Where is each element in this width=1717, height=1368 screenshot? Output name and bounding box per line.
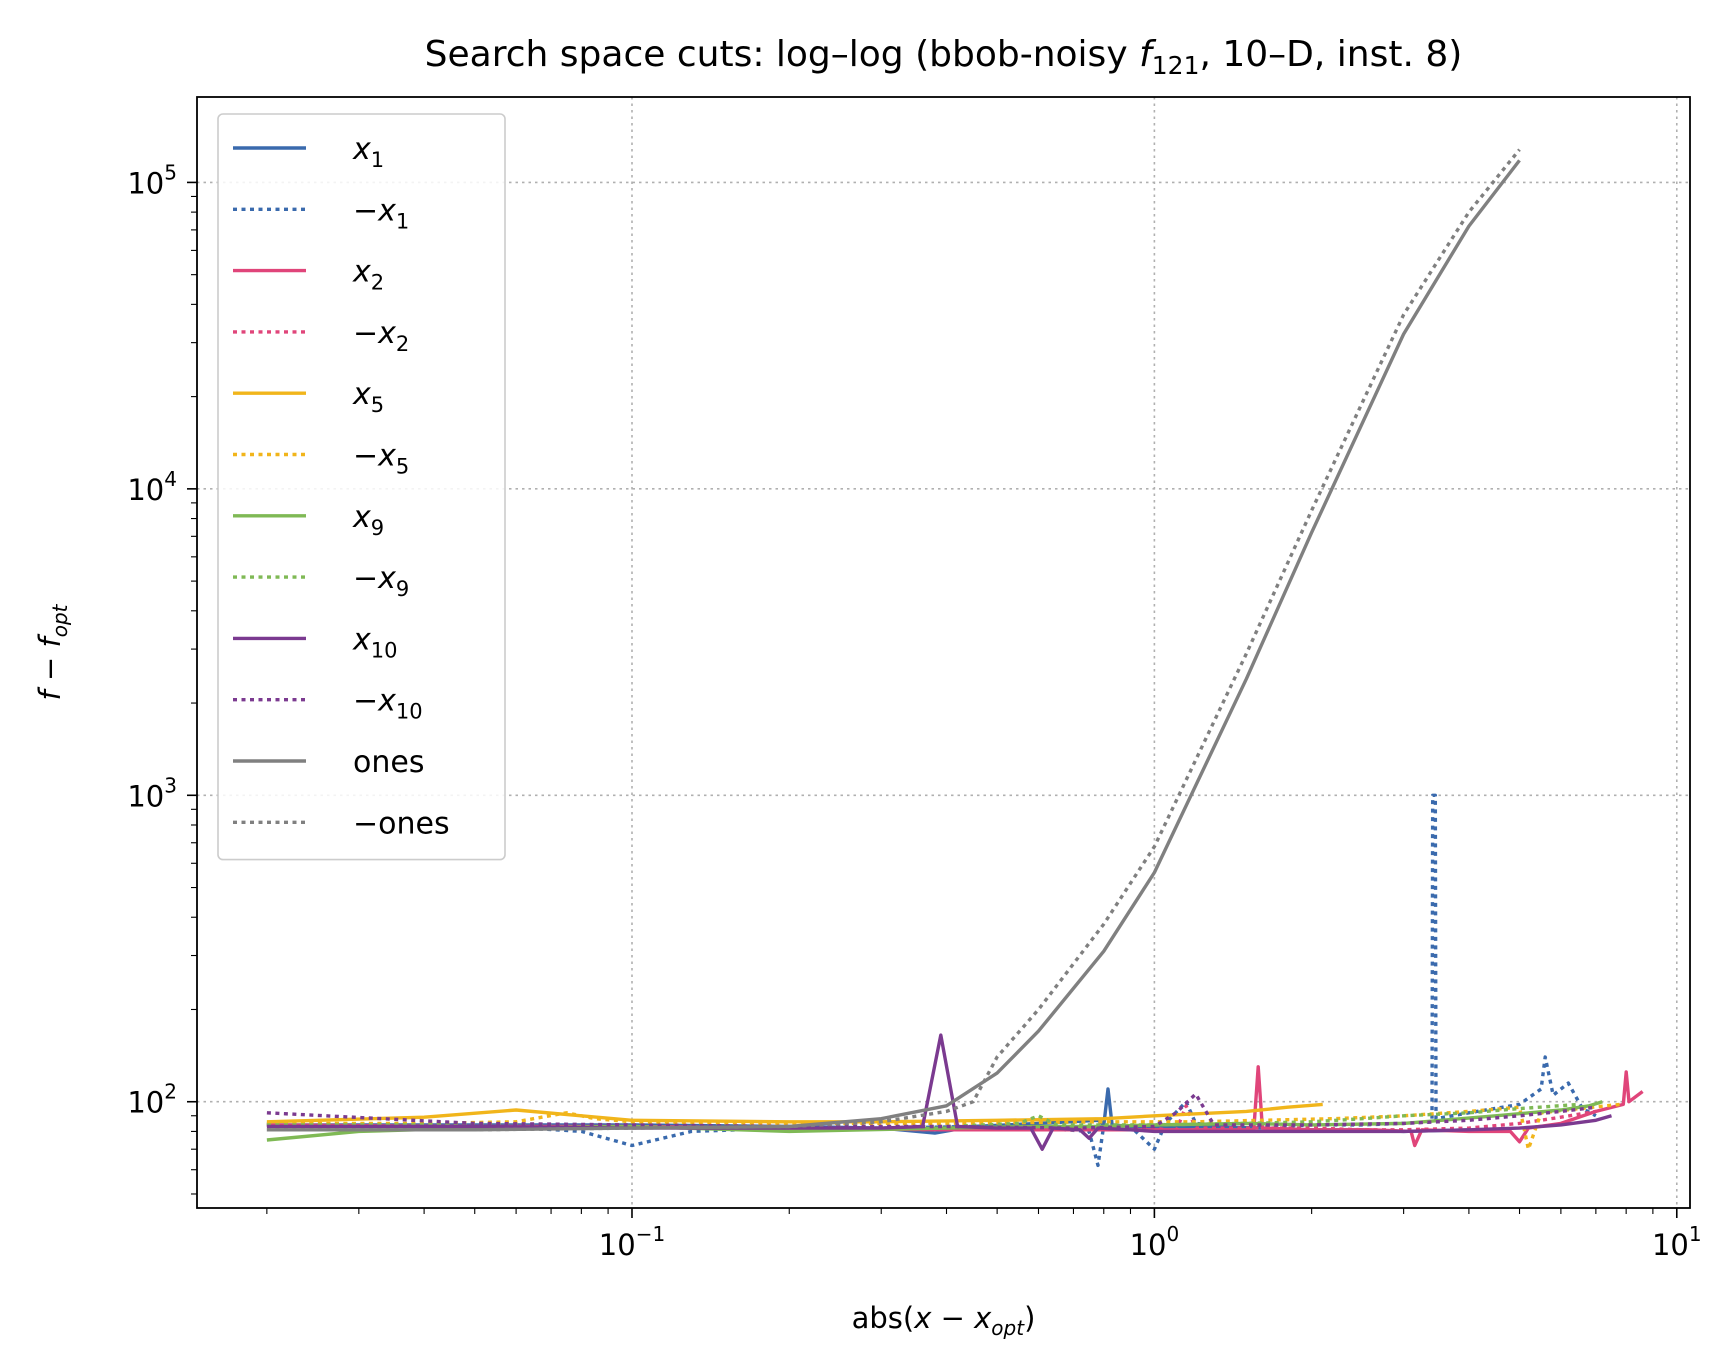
legend-label-ones: ones	[353, 745, 424, 780]
legend-label-mx10: −x10	[353, 684, 423, 724]
ticks-layer	[187, 181, 1678, 1218]
legend-label-x1: x1	[352, 132, 384, 172]
legend-label-x9: x9	[352, 500, 384, 540]
legend-label-mx5: −x5	[353, 439, 409, 479]
legend-label-mx2: −x2	[353, 316, 409, 356]
labels-layer: 10−1 100 101 102 103 104 105 Search space cuts:…	[33, 34, 1702, 1340]
y-tick-label: 103	[127, 773, 177, 813]
legend-label-x10: x10	[352, 622, 398, 662]
series-line-x5	[266, 1102, 1323, 1124]
series-layer	[266, 148, 1644, 1168]
x-axis-label: abs(x − xopt)	[852, 1301, 1036, 1340]
series-line-mx1	[266, 793, 1597, 1168]
series-line-mx5	[266, 1102, 1621, 1151]
chart-title: Search space cuts: log–log (bbob-noisy f…	[425, 34, 1463, 80]
x-tick-label: 10−1	[599, 1222, 665, 1262]
legend-label-mones: −ones	[353, 806, 450, 841]
plot-frame	[196, 96, 1691, 1209]
y-tick-label: 102	[127, 1080, 177, 1120]
y-axis-label: f − fopt	[33, 603, 72, 700]
x-tick-label: 100	[1130, 1222, 1180, 1262]
y-tick-label: 104	[127, 467, 177, 507]
legend-box	[217, 113, 506, 861]
legend-label-x5: x5	[352, 377, 384, 417]
legend-label-mx9: −x9	[353, 561, 409, 601]
legend-label-x2: x2	[352, 255, 384, 295]
x-tick-label: 101	[1652, 1222, 1702, 1262]
y-tick-label: 105	[127, 160, 177, 200]
legend-label-mx1: −x1	[353, 193, 409, 233]
legend: x1 −x1 x2 −x2 x5 −x5 x9 −x9 x10 −x10 ones −ones	[217, 113, 506, 861]
series-line-mones	[266, 148, 1521, 1132]
